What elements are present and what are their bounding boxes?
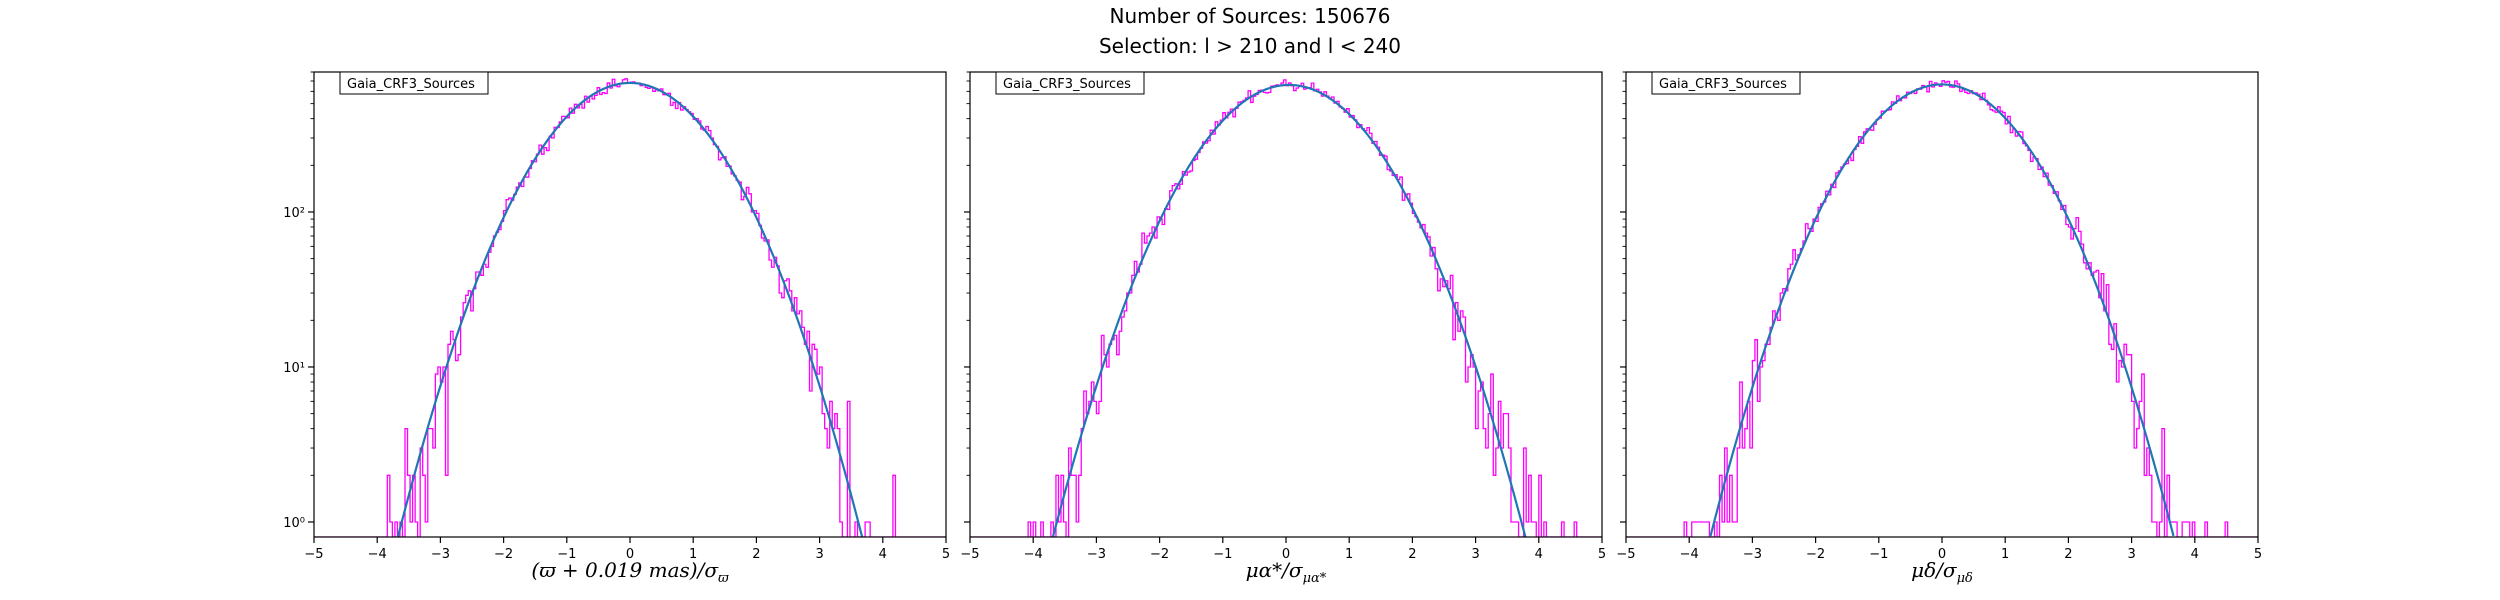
x-tick-label: −5 (304, 547, 323, 562)
x-axis-label-panel-3: μδ/σμδ (1626, 558, 2258, 586)
y-tick-label: 10⁰ (283, 516, 305, 531)
x-tick-label: 4 (2191, 547, 2199, 562)
x-tick-label: −5 (960, 547, 979, 562)
x-tick-label: 3 (1471, 547, 1479, 562)
figure-subtitle: Selection: l > 210 and l < 240 (1098, 34, 1401, 58)
y-tick-label: 10² (283, 206, 305, 221)
x-tick-label: 4 (1535, 547, 1543, 562)
x-axis-label-main: μδ/σ (1911, 558, 1957, 582)
histogram-series (970, 79, 1602, 537)
x-tick-label: 2 (752, 547, 760, 562)
x-tick-label: −1 (557, 547, 576, 562)
x-tick-label: 3 (815, 547, 823, 562)
legend-label: Gaia_CRF3_Sources (1659, 77, 1787, 92)
legend-box (995, 71, 1145, 95)
x-tick-label: −4 (368, 547, 387, 562)
x-tick-label: 0 (1282, 547, 1290, 562)
x-tick-label: −3 (1743, 547, 1762, 562)
x-axis-label-sub: μα* (1302, 571, 1327, 586)
x-tick-label: −3 (431, 547, 450, 562)
x-tick-label: 1 (689, 547, 697, 562)
x-tick-label: −1 (1869, 547, 1888, 562)
x-tick-label: −2 (494, 547, 513, 562)
x-tick-label: 0 (626, 547, 634, 562)
legend-box (339, 71, 489, 95)
x-tick-label: −1 (1213, 547, 1232, 562)
y-tick-label: 10¹ (283, 361, 305, 376)
x-tick-label: 5 (942, 547, 950, 562)
plot-panel-3: −5 −4 −3 −2 −1 0 1 2 3 4 5 Gaia_CRF3_Sources (1616, 71, 2262, 562)
legend-label: Gaia_CRF3_Sources (347, 77, 475, 92)
x-axis-label-panel-1: (ϖ + 0.019 mas)/σϖ (314, 558, 946, 586)
x-axis-label-main: μα*/σ (1245, 558, 1303, 582)
x-tick-label: 1 (1345, 547, 1353, 562)
x-tick-label: −4 (1024, 547, 1043, 562)
legend-label: Gaia_CRF3_Sources (1003, 77, 1131, 92)
plot-panel-2: −5 −4 −3 −2 −1 0 1 2 3 4 5 Gaia_CRF3_Sources (960, 71, 1606, 562)
x-tick-label: −5 (1616, 547, 1635, 562)
plot-panel-1: −5 −4 −3 −2 −1 0 1 2 3 4 5 10⁰ 10¹ 10² Gaia_CRF3_Sourc… (283, 71, 950, 562)
x-tick-label: 3 (2127, 547, 2135, 562)
x-tick-label: 5 (1598, 547, 1606, 562)
x-axis-label-sub: μδ (1956, 571, 1973, 586)
axes-frame (313, 71, 947, 538)
figure-title: Number of Sources: 150676 (1109, 4, 1391, 28)
x-tick-label: −2 (1806, 547, 1825, 562)
x-tick-label: −2 (1150, 547, 1169, 562)
legend-box (1651, 71, 1801, 95)
x-tick-label: 2 (1408, 547, 1416, 562)
x-tick-label: 4 (879, 547, 887, 562)
gaussian-fit-line (396, 81, 864, 537)
x-axis-label-panel-2: μα*/σμα* (970, 558, 1602, 586)
x-axis-label-main: (ϖ + 0.019 mas)/σ (531, 558, 718, 582)
x-tick-label: 1 (2001, 547, 2009, 562)
histogram-series (314, 78, 946, 537)
gaussian-fit-line (1709, 83, 2175, 537)
gaussian-fit-line (1051, 83, 1527, 537)
x-tick-label: 5 (2254, 547, 2262, 562)
x-tick-label: −3 (1087, 547, 1106, 562)
x-tick-label: 0 (1938, 547, 1946, 562)
x-axis-label-sub: ϖ (717, 571, 729, 586)
x-tick-label: −4 (1680, 547, 1699, 562)
histogram-series (1626, 80, 2258, 537)
x-tick-label: 2 (2064, 547, 2072, 562)
axes-frame (1625, 71, 2259, 538)
